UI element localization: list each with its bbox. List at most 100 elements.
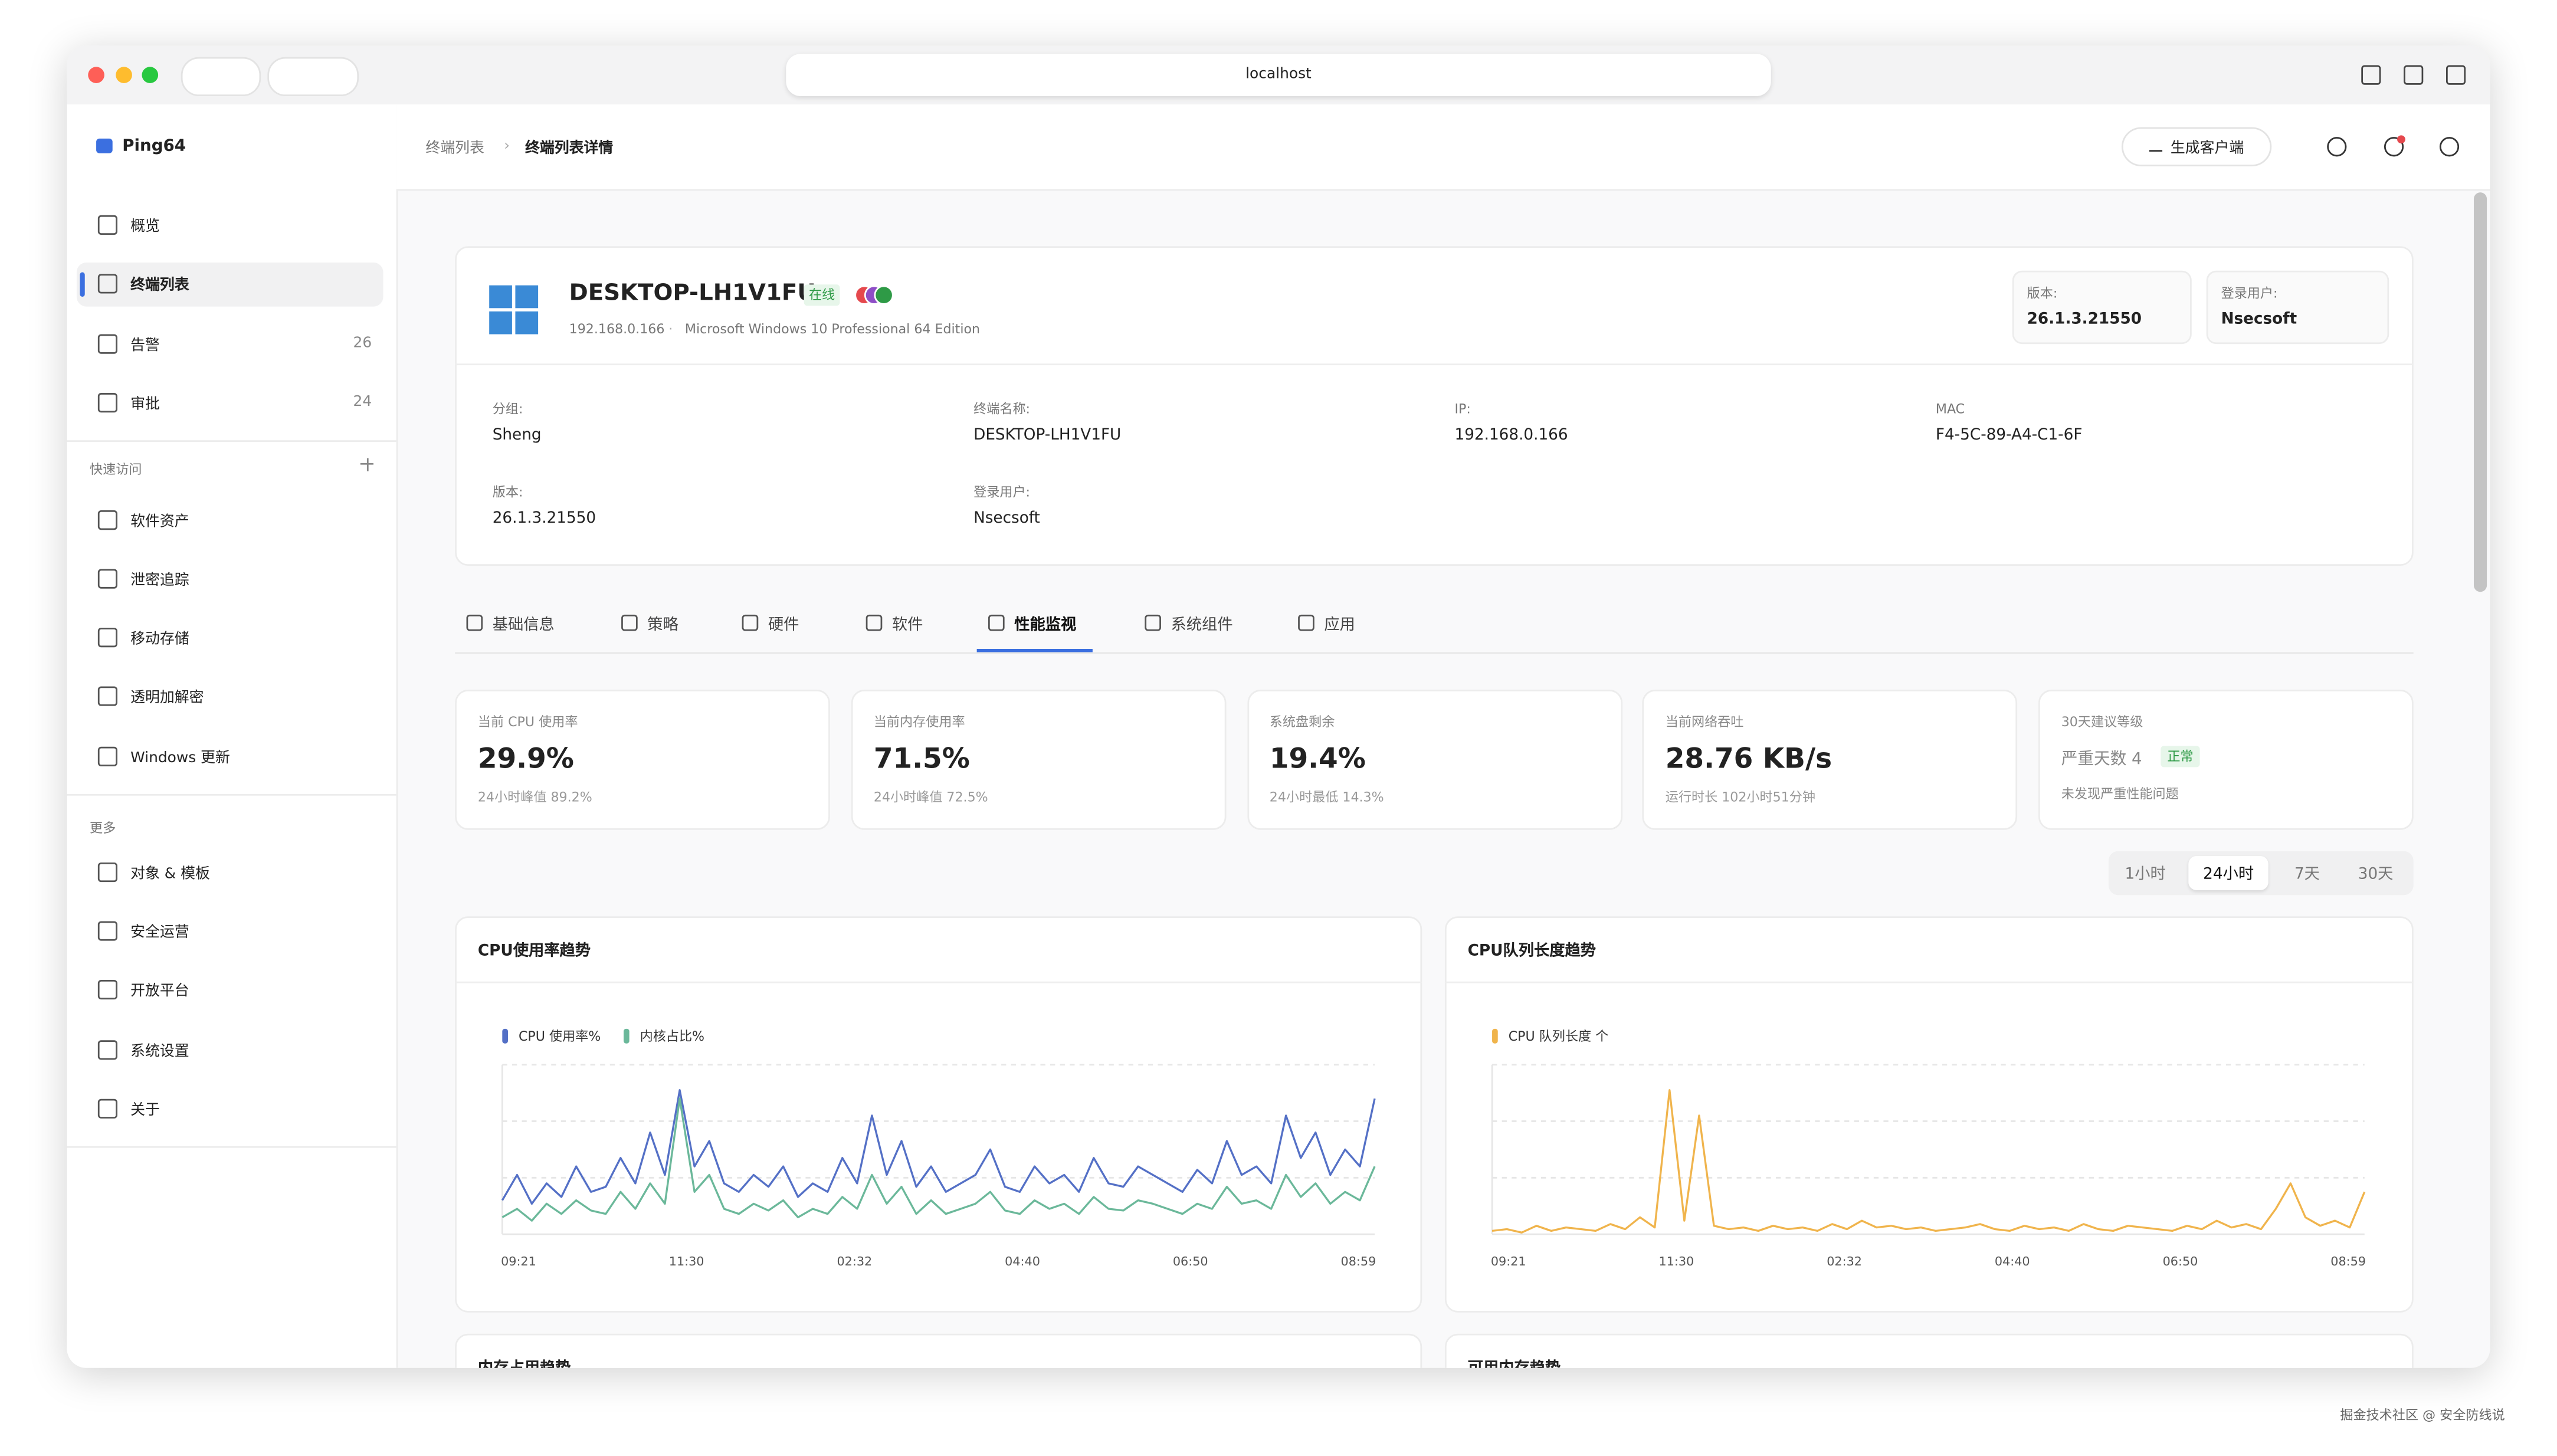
menu-icon xyxy=(97,1040,118,1060)
window-button[interactable] xyxy=(88,67,104,83)
menu-icon xyxy=(97,274,118,294)
windows-logo xyxy=(489,285,512,309)
tab[interactable]: 性能监视 xyxy=(1014,616,1077,635)
toolbar-icon[interactable] xyxy=(2446,65,2466,85)
menu-item[interactable]: 告警 xyxy=(130,338,160,355)
menu-icon xyxy=(97,979,118,1000)
tab[interactable]: 基础信息 xyxy=(492,616,555,635)
range-option[interactable]: 7天 xyxy=(2294,865,2320,884)
button-text: 生成客户端 xyxy=(2170,141,2244,158)
field-value: DESKTOP-LH1V1FU xyxy=(973,426,1122,445)
menu-icon xyxy=(97,746,118,766)
stat-note: 未发现严重性能问题 xyxy=(2061,786,2179,802)
info-badge xyxy=(2206,270,2389,345)
tab-icon xyxy=(1298,614,1314,631)
menu-icon xyxy=(97,334,118,354)
range-active xyxy=(2188,855,2268,890)
menu-item[interactable]: 开放平台 xyxy=(130,983,189,1001)
tab[interactable]: 系统组件 xyxy=(1171,616,1233,635)
menu-item[interactable]: 软件资产 xyxy=(130,514,189,531)
toolbar-icon[interactable] xyxy=(2361,65,2381,85)
field-value: Nsecsoft xyxy=(973,509,1040,528)
divider xyxy=(455,363,2414,366)
app-name: Ping64 xyxy=(122,137,186,156)
breadcrumb-sep: › xyxy=(504,138,510,155)
windows-logo xyxy=(489,311,512,335)
chart: CPU 队列长度 个 09:21 11:30 02:32 04:40 06:50 08:59 xyxy=(1491,1028,2366,1268)
menu-icon xyxy=(97,393,118,413)
series-line xyxy=(1491,1089,2366,1234)
stat-label: 系统盘剩余 xyxy=(1269,714,1335,730)
address-bar[interactable] xyxy=(786,54,1771,97)
stat-label: 当前 CPU 使用率 xyxy=(477,714,578,730)
stat-value: 28.76 KB/s xyxy=(1665,743,1832,776)
header-icon[interactable] xyxy=(2439,137,2460,157)
stat-note: 24小时峰值 72.5% xyxy=(873,790,988,805)
tab-icon xyxy=(988,614,1005,631)
tab[interactable]: 软件 xyxy=(891,616,923,635)
divider xyxy=(455,652,2414,654)
divider xyxy=(67,1146,396,1148)
legend-label: CPU 队列长度 个 xyxy=(1509,1029,1609,1044)
menu-item[interactable]: 关于 xyxy=(130,1103,160,1120)
menu-item[interactable]: 透明加解密 xyxy=(130,690,204,707)
legend-swatch xyxy=(1492,1028,1498,1044)
menu-item[interactable]: 泄密追踪 xyxy=(130,573,189,590)
field-value: 26.1.3.21550 xyxy=(492,509,596,528)
tab[interactable]: 策略 xyxy=(647,616,678,635)
generate-button[interactable] xyxy=(2121,127,2272,166)
range-option[interactable]: 1小时 xyxy=(2125,865,2166,884)
stat-card xyxy=(2038,690,2414,830)
menu-item[interactable]: 概览 xyxy=(130,219,160,236)
window-button[interactable] xyxy=(114,67,132,83)
toolbar-icon[interactable] xyxy=(2404,65,2424,85)
menu-item[interactable]: 终端列表 xyxy=(130,278,189,294)
tab[interactable]: 应用 xyxy=(1324,616,1355,635)
tab-icon xyxy=(466,614,483,631)
range-option[interactable]: 24小时 xyxy=(2203,865,2254,884)
field-label: 分组: xyxy=(492,402,523,417)
address-text: localhost xyxy=(1245,67,1312,83)
menu-item[interactable]: Windows 更新 xyxy=(130,750,230,768)
x-tick-label: 04:40 xyxy=(1005,1254,1040,1268)
badge-label: 登录用户: xyxy=(2221,286,2278,301)
stat-card xyxy=(851,690,1226,830)
nav-buttons[interactable] xyxy=(267,57,359,97)
breadcrumb[interactable]: 终端列表 xyxy=(425,141,484,158)
x-tick-label: 09:21 xyxy=(501,1254,536,1268)
series-line xyxy=(501,1097,1376,1222)
window-button[interactable] xyxy=(142,67,159,83)
x-tick-label: 02:32 xyxy=(1827,1254,1862,1268)
stat-card xyxy=(455,690,830,830)
chart-card xyxy=(1444,1333,2414,1368)
x-tick-label: 11:30 xyxy=(1659,1254,1694,1268)
menu-item[interactable]: 对象 & 模板 xyxy=(130,866,210,883)
chart-title: 内存占用趋势 xyxy=(478,1355,571,1368)
chart-card xyxy=(455,1333,1422,1368)
menu-icon xyxy=(97,628,118,648)
menu-icon xyxy=(97,215,118,235)
section-title: 更多 xyxy=(90,821,116,836)
field-value: F4-5C-89-A4-C1-6F xyxy=(1935,426,2083,445)
x-tick-label: 02:32 xyxy=(837,1254,872,1268)
range-option[interactable]: 30天 xyxy=(2358,865,2394,884)
tab[interactable]: 硬件 xyxy=(768,616,799,635)
x-tick-label: 04:40 xyxy=(1995,1254,2030,1268)
header-icon[interactable] xyxy=(2327,137,2347,157)
menu-item[interactable]: 移动存储 xyxy=(130,631,189,648)
header-icon[interactable] xyxy=(2384,137,2404,157)
menu-icon xyxy=(97,1098,118,1119)
active-indicator xyxy=(80,272,85,297)
menu-item[interactable]: 安全运营 xyxy=(130,925,189,942)
tab-icon xyxy=(1145,614,1161,631)
menu-item[interactable]: 系统设置 xyxy=(130,1044,189,1061)
menu-item[interactable]: 审批 xyxy=(130,396,160,414)
x-tick-label: 08:59 xyxy=(1341,1254,1376,1268)
status-tag: 在线 xyxy=(804,284,840,306)
sidebar-toggle[interactable] xyxy=(181,57,261,97)
menu-badge: 26 xyxy=(353,336,372,352)
stat-note: 24小时峰值 89.2% xyxy=(477,790,592,805)
divider xyxy=(455,981,1422,983)
download-icon xyxy=(2149,139,2163,152)
x-tick-label: 06:50 xyxy=(1173,1254,1208,1268)
